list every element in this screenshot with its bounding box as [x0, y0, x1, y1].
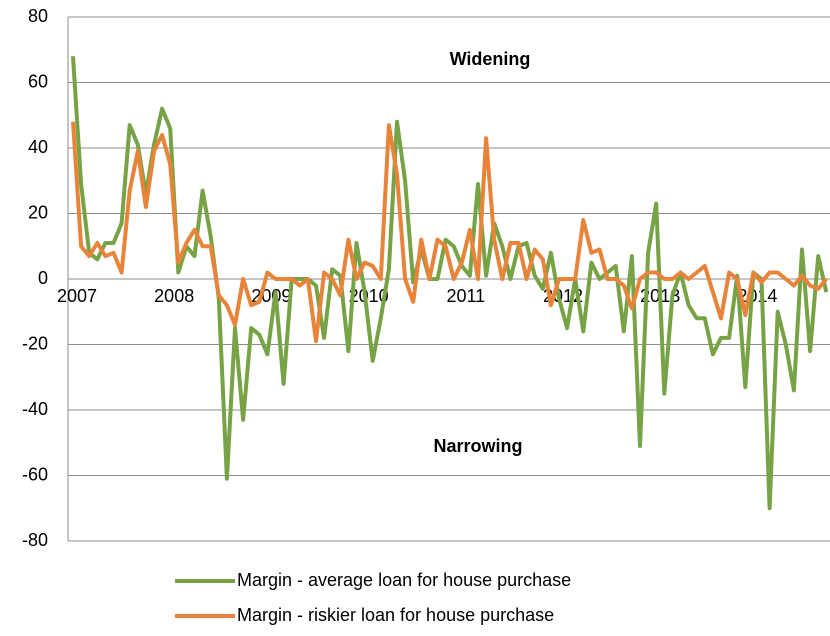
y-tick-label: -20: [22, 333, 48, 353]
legend-label: Margin - average loan for house purchase: [237, 570, 571, 590]
annotation: Narrowing: [433, 436, 522, 456]
series-line: [71, 121, 828, 344]
y-tick-label: 20: [28, 202, 48, 222]
x-tick-label: 2008: [154, 286, 194, 306]
x-tick-label: 2007: [57, 286, 97, 306]
y-tick-label: 80: [28, 6, 48, 26]
y-tick-label: -80: [22, 530, 48, 550]
series-line: [71, 56, 829, 511]
x-tick-label: 2011: [446, 286, 485, 306]
y-tick-label: -40: [22, 399, 48, 419]
y-tick-label: -60: [22, 464, 48, 484]
legend-label: Margin - riskier loan for house purchase: [237, 605, 554, 625]
y-tick-label: 60: [28, 71, 48, 91]
annotation: Widening: [450, 49, 531, 69]
y-tick-label: 0: [38, 268, 48, 288]
x-tick-label: 2010: [349, 286, 389, 306]
y-tick-label: 40: [28, 137, 48, 157]
